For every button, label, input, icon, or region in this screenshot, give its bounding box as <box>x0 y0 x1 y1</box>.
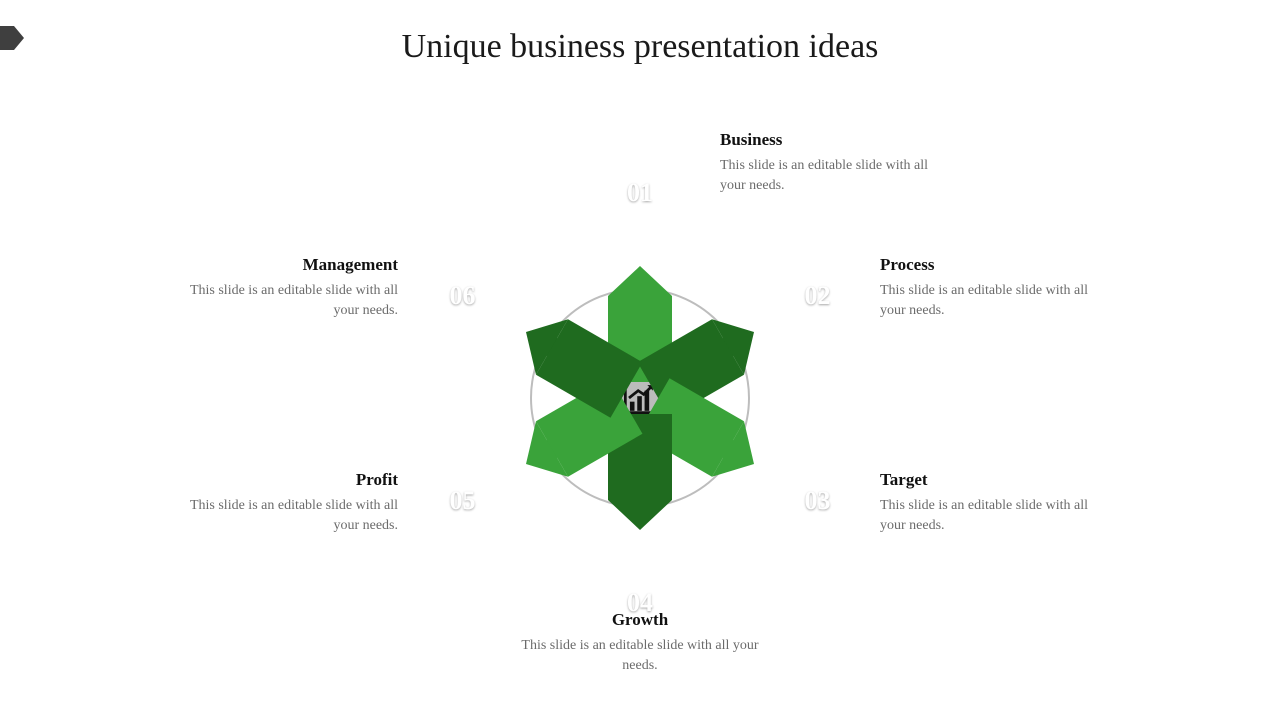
diagram-stage: 01 Business This slide is an editable slid… <box>0 0 1280 720</box>
item-desc: This slide is an editable slide with all… <box>720 156 950 197</box>
slide: Unique business presentation ideas 01Bus… <box>0 0 1280 720</box>
item-title: Management <box>168 255 398 275</box>
arrow-number: 05 <box>432 483 492 519</box>
item-title: Process <box>880 255 1110 275</box>
item-desc: This slide is an editable slide with all… <box>880 281 1110 322</box>
arrow-number: 02 <box>788 278 848 314</box>
arrow-number: 06 <box>432 278 492 314</box>
arrow-number: 03 <box>788 483 848 519</box>
item-text-06: Management This slide is an editable slid… <box>168 255 398 322</box>
item-text-03: Target This slide is an editable slide wi… <box>880 470 1110 537</box>
item-title: Profit <box>168 470 398 490</box>
item-desc: This slide is an editable slide with all… <box>168 281 398 322</box>
item-text-05: Profit This slide is an editable slide wi… <box>168 470 398 537</box>
item-title: Target <box>880 470 1110 490</box>
item-text-04: Growth This slide is an editable slide wi… <box>510 610 770 677</box>
arrow-number: 01 <box>610 175 670 211</box>
item-desc: This slide is an editable slide with all… <box>880 496 1110 537</box>
item-title: Business <box>720 130 950 150</box>
item-desc: This slide is an editable slide with all… <box>168 496 398 537</box>
item-text-02: Process This slide is an editable slide w… <box>880 255 1110 322</box>
item-text-01: Business This slide is an editable slide … <box>720 130 950 197</box>
item-title: Growth <box>510 610 770 630</box>
item-desc: This slide is an editable slide with all… <box>510 636 770 677</box>
